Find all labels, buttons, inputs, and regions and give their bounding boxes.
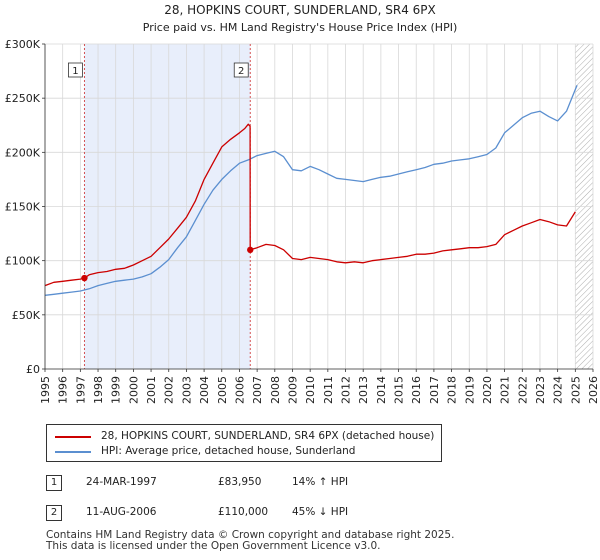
y-tick-label: £100K — [5, 255, 41, 268]
x-tick-label: 2010 — [304, 376, 317, 404]
sale-price: £83,950 — [218, 476, 262, 488]
x-tick-label: 1995 — [39, 376, 52, 404]
sale-marker-label: 1 — [72, 66, 78, 77]
x-tick-label: 2001 — [145, 376, 158, 404]
x-tick-label: 2025 — [569, 376, 582, 404]
x-tick-label: 2004 — [198, 376, 211, 404]
x-tick-label: 1999 — [110, 376, 123, 404]
x-tick-label: 2008 — [269, 376, 282, 404]
sale-hpi-change: 45% ↓ HPI — [292, 506, 349, 518]
x-tick-label: 2026 — [587, 376, 600, 404]
y-tick-label: £0 — [26, 363, 40, 376]
x-tick-label: 1998 — [92, 376, 105, 404]
x-tick-label: 1997 — [74, 376, 87, 404]
footer-attribution: Contains HM Land Registry data © Crown c… — [46, 530, 454, 552]
sale-marker-box — [233, 62, 249, 78]
x-tick-label: 2020 — [481, 376, 494, 404]
x-tick-label: 2012 — [340, 376, 353, 404]
x-tick-label: 2024 — [552, 376, 565, 404]
legend-label-hpi: HPI: Average price, detached house, Sund… — [101, 445, 356, 457]
chart-subtitle: Price paid vs. HM Land Registry's House … — [143, 21, 458, 34]
sale-number: 1 — [46, 475, 62, 491]
x-tick-label: 2000 — [127, 376, 140, 404]
x-tick-label: 2013 — [357, 376, 370, 404]
x-tick-label: 2002 — [163, 376, 176, 404]
legend-swatch-property — [55, 436, 91, 438]
y-tick-label: £250K — [5, 92, 41, 105]
x-tick-label: 2003 — [180, 376, 193, 404]
sale-marker-box — [68, 62, 83, 78]
sale-marker-label: 2 — [238, 66, 244, 77]
y-tick-label: £150K — [5, 201, 41, 214]
sale-number: 2 — [46, 505, 62, 521]
x-tick-label: 2021 — [499, 376, 512, 404]
sale-date: 24-MAR-1997 — [86, 476, 157, 488]
x-tick-label: 2023 — [534, 376, 547, 404]
legend-label-property: 28, HOPKINS COURT, SUNDERLAND, SR4 6PX (… — [101, 430, 435, 442]
chart-legend: 28, HOPKINS COURT, SUNDERLAND, SR4 6PX (… — [46, 424, 442, 462]
sale-point — [247, 246, 254, 254]
x-tick-label: 2011 — [322, 376, 335, 404]
y-tick-label: £50K — [12, 309, 41, 322]
footer-line-1: Contains HM Land Registry data © Crown c… — [46, 529, 455, 541]
x-tick-label: 2014 — [375, 376, 388, 404]
x-tick-label: 2022 — [516, 376, 529, 404]
footer-line-2: This data is licensed under the Open Gov… — [46, 540, 381, 552]
x-tick-label: 2009 — [286, 376, 299, 404]
sale-price: £110,000 — [218, 506, 269, 518]
x-tick-label: 2017 — [428, 376, 441, 404]
x-tick-label: 2015 — [393, 376, 406, 404]
x-tick-label: 2016 — [410, 376, 423, 404]
property-series-line — [45, 123, 576, 287]
price-chart: 28, HOPKINS COURT, SUNDERLAND, SR4 6PX P… — [5, 3, 600, 404]
sale-date: 11-AUG-2006 — [86, 506, 157, 518]
chart-title: 28, HOPKINS COURT, SUNDERLAND, SR4 6PX — [164, 3, 436, 17]
y-tick-label: £200K — [5, 146, 41, 159]
y-tick-label: £300K — [5, 38, 41, 51]
sale-hpi-change: 14% ↑ HPI — [292, 476, 349, 488]
legend-swatch-hpi — [55, 451, 91, 453]
x-tick-label: 2018 — [446, 376, 459, 404]
x-tick-label: 2005 — [216, 376, 229, 404]
hpi-series-line — [45, 84, 578, 296]
x-tick-label: 2019 — [463, 376, 476, 404]
x-tick-label: 2006 — [233, 376, 246, 404]
x-tick-label: 2007 — [251, 376, 264, 404]
sale-point — [81, 274, 88, 282]
x-tick-label: 1996 — [57, 376, 70, 404]
